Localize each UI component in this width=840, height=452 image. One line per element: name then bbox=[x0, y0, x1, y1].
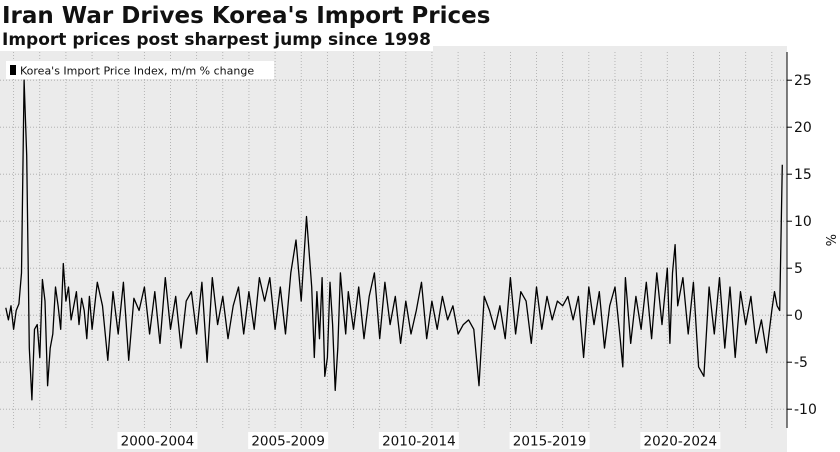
legend-box bbox=[6, 61, 274, 79]
x-period-label-box bbox=[509, 432, 590, 449]
x-period-label: 2020-2024 bbox=[644, 434, 718, 450]
y-tick-label: 20 bbox=[794, 120, 812, 136]
x-period-label-box bbox=[640, 432, 721, 449]
legend: Korea's Import Price Index, m/m % change bbox=[6, 61, 274, 79]
x-period-label-box bbox=[378, 432, 459, 449]
y-tick-label: 15 bbox=[794, 167, 812, 183]
series-line bbox=[5, 79, 783, 401]
y-tick-label: -10 bbox=[794, 402, 817, 418]
y-axis-unit-label: % bbox=[822, 234, 837, 246]
gridlines bbox=[0, 52, 787, 428]
x-period-label-box bbox=[117, 432, 198, 449]
x-period-label: 2000-2004 bbox=[121, 434, 195, 450]
y-axis: 25 20 15 10 5 0 -5 -10 bbox=[786, 52, 817, 428]
plot-area bbox=[0, 46, 787, 452]
legend-label: Korea's Import Price Index, m/m % change bbox=[20, 65, 254, 78]
y-tick-label: 10 bbox=[794, 214, 812, 230]
chart-subtitle: Import prices post sharpest jump since 1… bbox=[0, 29, 433, 51]
series-layer bbox=[5, 79, 783, 401]
legend-swatch bbox=[10, 65, 16, 75]
chart-title: Iran War Drives Korea's Import Prices bbox=[0, 2, 493, 30]
x-period-label: 2005-2009 bbox=[251, 434, 325, 450]
x-period-label-box bbox=[248, 432, 329, 449]
y-tick-label: 5 bbox=[794, 261, 803, 277]
y-tick-label: -5 bbox=[794, 355, 808, 371]
x-period-label: 2015-2019 bbox=[513, 434, 587, 450]
x-period-label: 2010-2014 bbox=[382, 434, 456, 450]
y-tick-label: 25 bbox=[794, 73, 812, 89]
x-axis: 2000-2004 2005-2009 2010-2014 2015-2019 2020… bbox=[117, 432, 721, 450]
y-tick-label: 0 bbox=[794, 308, 803, 324]
